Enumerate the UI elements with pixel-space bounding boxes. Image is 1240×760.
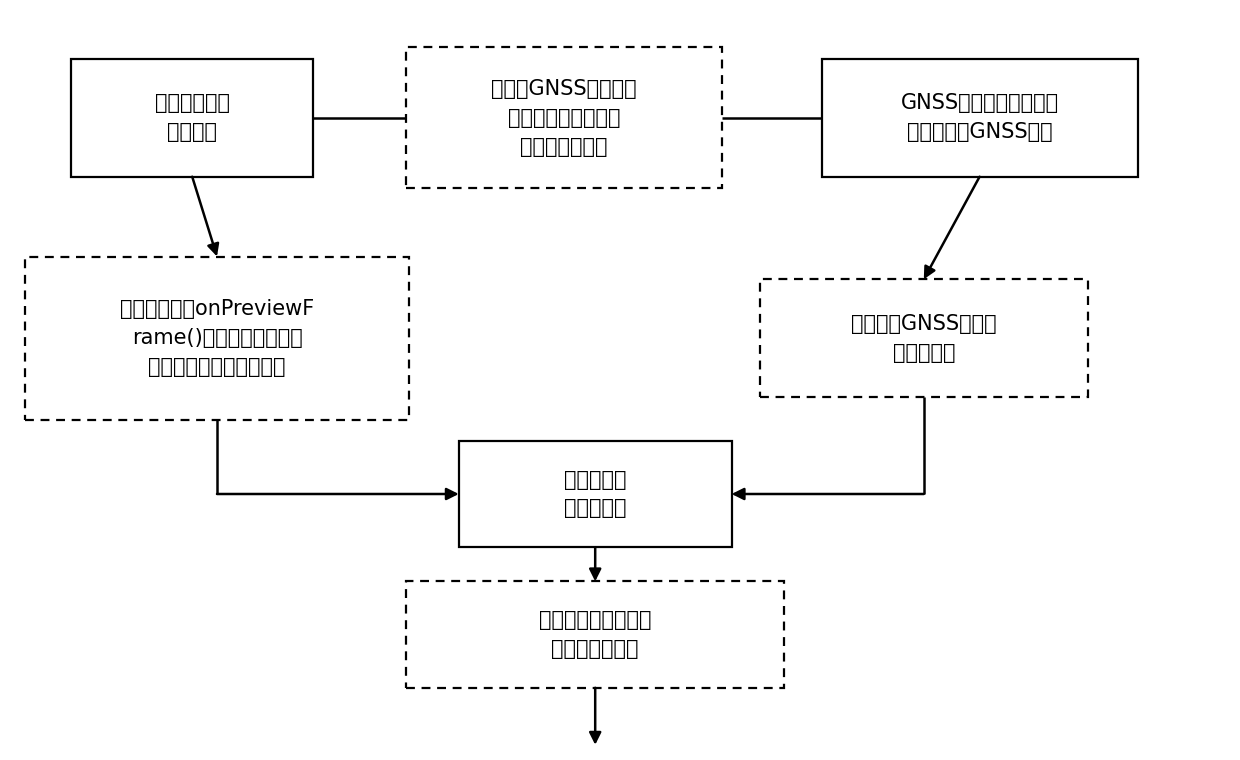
Text: 摄像模块获取
到的图像: 摄像模块获取 到的图像 [155, 93, 229, 142]
Bar [822, 59, 1138, 177]
Text: 所述图像通过onPreviewF
rame()函数从所述摄像模
块获取的多个图像中取帧: 所述图像通过onPreviewF rame()函数从所述摄像模 块获取的多个图像… [120, 299, 314, 377]
Text: 以所述GNSS模块的时
钟为基准，设定所述
摄像模块的时钟: 以所述GNSS模块的时 钟为基准，设定所述 摄像模块的时钟 [491, 79, 637, 157]
Bar [25, 257, 409, 420]
Text: GNSS模块获取到的所述
图像对应的GNSS位置: GNSS模块获取到的所述 图像对应的GNSS位置 [900, 93, 1059, 142]
Bar [71, 59, 312, 177]
Bar [459, 441, 732, 547]
Text: 调整所述GNSS位置的
输出时间戳: 调整所述GNSS位置的 输出时间戳 [851, 314, 997, 363]
Text: 根据相同时
刻进行匹配: 根据相同时 刻进行匹配 [564, 470, 626, 518]
Bar [407, 47, 722, 188]
Text: 进行匹配之后，对匹
配误差进行调整: 进行匹配之后，对匹 配误差进行调整 [539, 610, 651, 659]
Bar [407, 581, 785, 688]
Bar [759, 279, 1089, 397]
